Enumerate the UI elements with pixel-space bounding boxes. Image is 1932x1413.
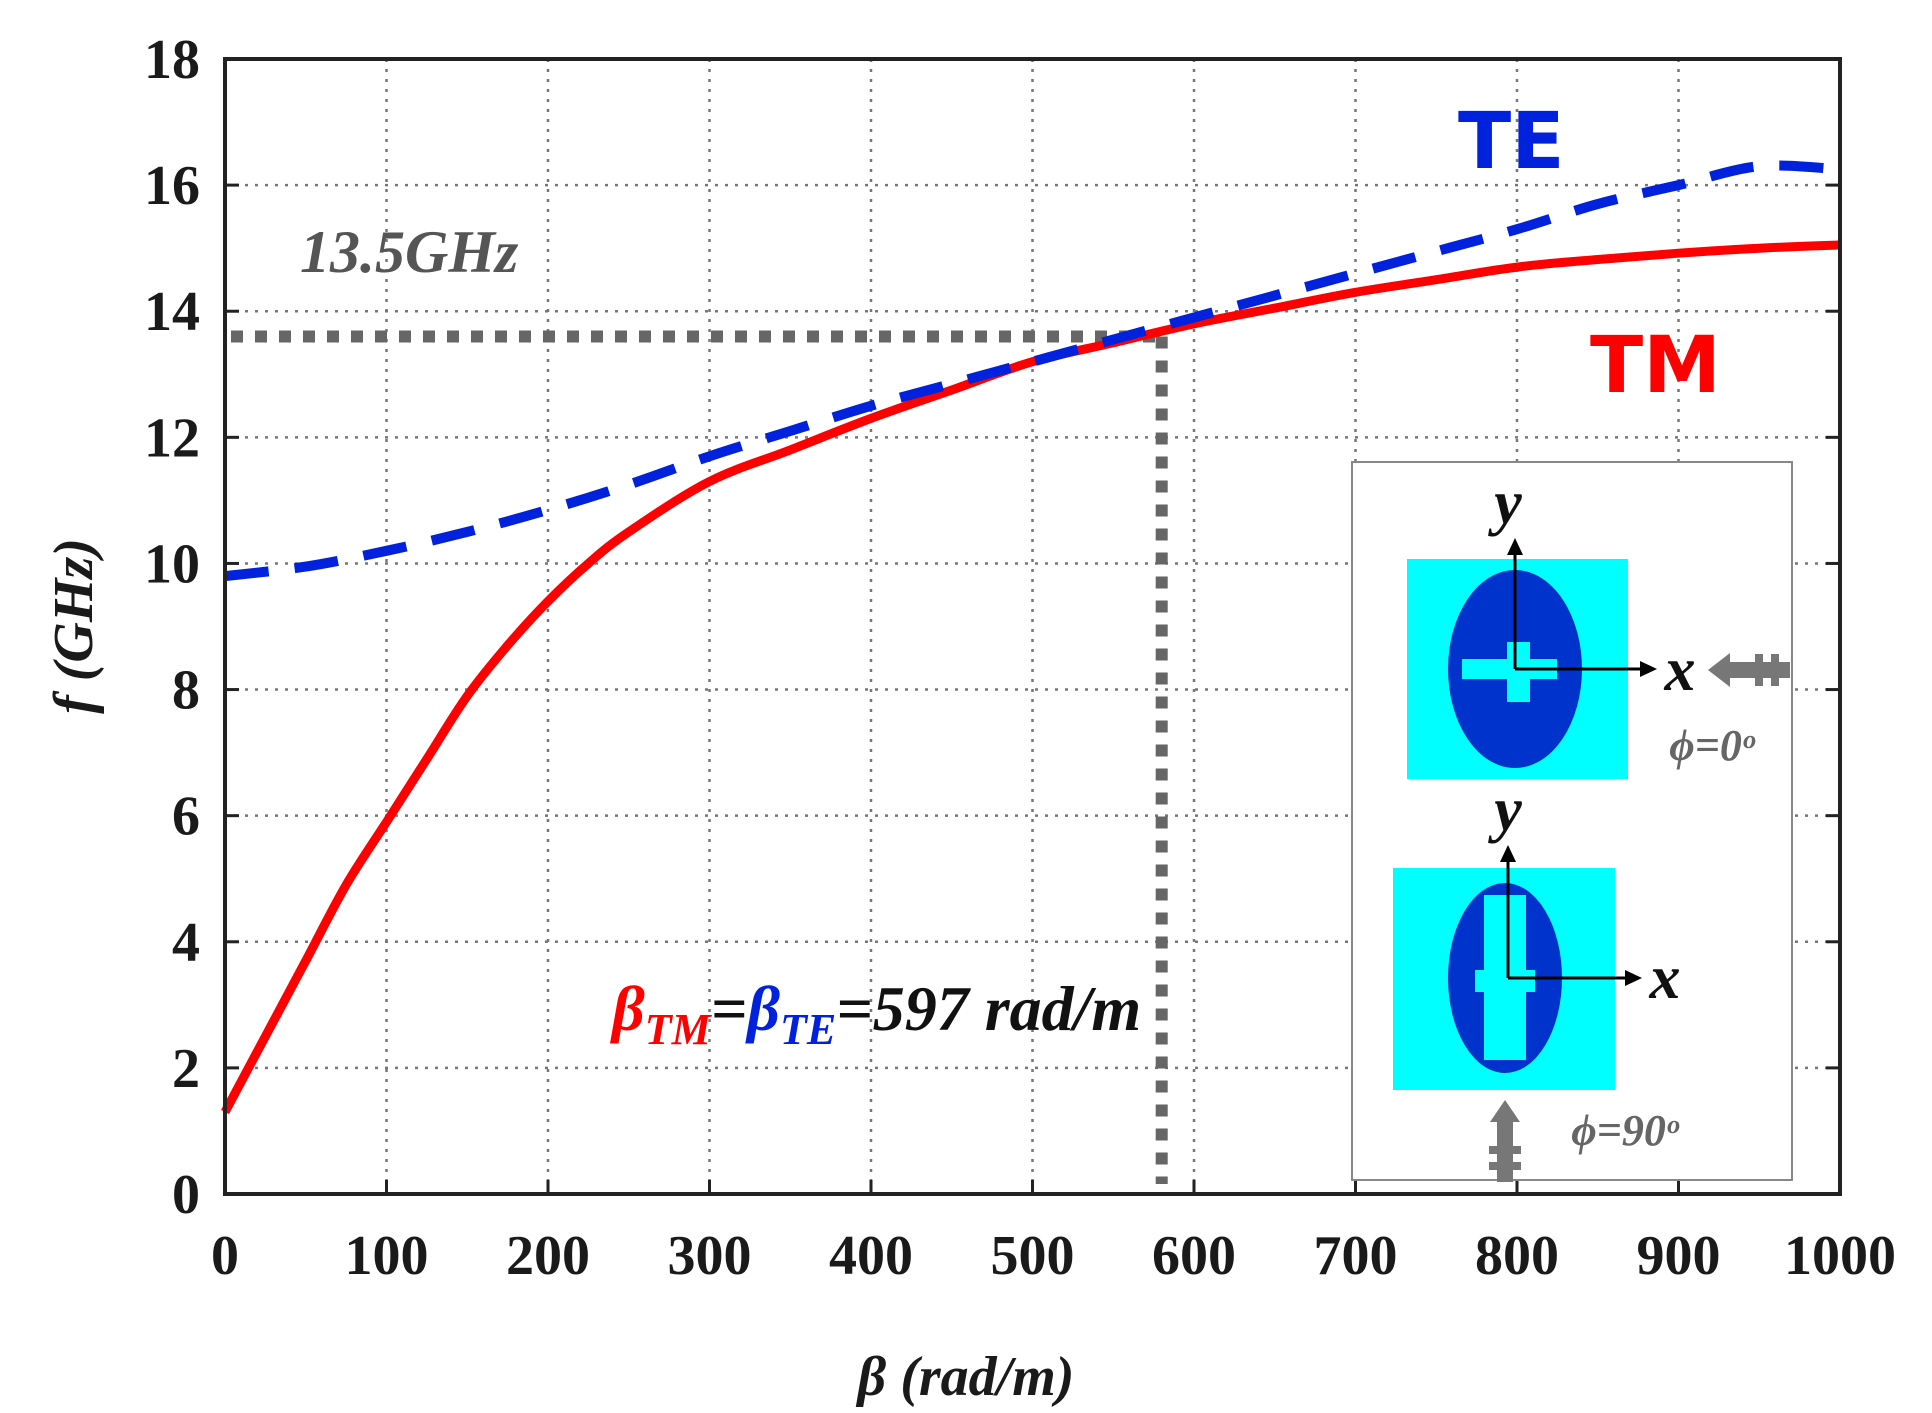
y-tick-label: 0: [172, 1164, 200, 1226]
x-tick-labels: 0 100 200 300 400 500 600 700 800 900 1000: [211, 1225, 1896, 1287]
beta-equals-sign: =: [711, 973, 747, 1044]
top-y-arrowhead: [1507, 538, 1523, 555]
incidence-arrow-left-icon: [1708, 653, 1790, 687]
top-x-arrowhead: [1640, 661, 1657, 677]
y-tick-label: 2: [172, 1038, 200, 1100]
series-line-tm: [221, 240, 1841, 1115]
x-tick-label: 1000: [1784, 1225, 1896, 1287]
beta-tm-symbol: β: [610, 973, 645, 1044]
bottom-y-arrowhead: [1500, 845, 1516, 862]
x-tick-label: 100: [345, 1225, 429, 1287]
top-phi-label: ϕ=0ᵒ: [1669, 721, 1756, 770]
bottom-phi-label: ϕ=90ᵒ: [1571, 1106, 1680, 1155]
beta-tm-subscript: TM: [645, 1005, 713, 1054]
unit-cell-inset: y x ϕ=0ᵒ y x ϕ=90ᵒ: [1351, 461, 1793, 1182]
x-tick-label: 200: [506, 1225, 590, 1287]
beta-equality-annotation: βTM=βTE=597 rad/m: [610, 973, 1141, 1054]
beta-te-subscript: TE: [780, 1005, 836, 1054]
tm-legend-label: TM: [1590, 321, 1721, 411]
x-tick-label: 400: [829, 1225, 913, 1287]
x-tick-label: 600: [1152, 1225, 1236, 1287]
x-tick-label: 500: [991, 1225, 1075, 1287]
y-tick-label: 4: [172, 912, 200, 974]
y-tick-label: 10: [144, 533, 200, 595]
te-legend-label: TE: [1458, 97, 1565, 187]
frequency-annotation: 13.5GHz: [300, 219, 519, 285]
y-tick-label: 6: [172, 786, 200, 848]
plot-frame: [223, 57, 1842, 1196]
x-axis-title: β (rad/m): [856, 1346, 1075, 1408]
x-axis-symbol: β: [856, 1346, 887, 1408]
y-tick-label: 18: [144, 29, 200, 91]
beta-te-symbol: β: [745, 973, 780, 1044]
top-x-label: x: [1664, 636, 1696, 704]
y-axis-title: f (GHz): [43, 538, 105, 714]
x-tick-label: 900: [1637, 1225, 1721, 1287]
x-tick-label: 0: [211, 1225, 239, 1287]
x-tick-label: 800: [1475, 1225, 1559, 1287]
y-tick-label: 8: [172, 660, 200, 722]
grid: [223, 57, 1842, 1196]
incidence-arrow-up-icon: [1489, 1100, 1521, 1182]
y-tick-label: 16: [144, 155, 200, 217]
x-axis-unit: (rad/m): [886, 1346, 1074, 1408]
bottom-x-label: x: [1649, 944, 1681, 1012]
y-tick-label: 12: [144, 407, 200, 469]
top-patch-cross-vertical: [1507, 642, 1530, 702]
y-tick-label: 14: [144, 281, 200, 343]
x-tick-label: 700: [1314, 1225, 1398, 1287]
bottom-patch-bar-stub: [1475, 970, 1535, 992]
bottom-x-arrowhead: [1625, 970, 1642, 986]
y-tick-labels: 0 2 4 6 8 10 12 14 16 18: [144, 29, 200, 1226]
beta-value: =597 rad/m: [836, 973, 1141, 1044]
x-tick-label: 300: [668, 1225, 752, 1287]
